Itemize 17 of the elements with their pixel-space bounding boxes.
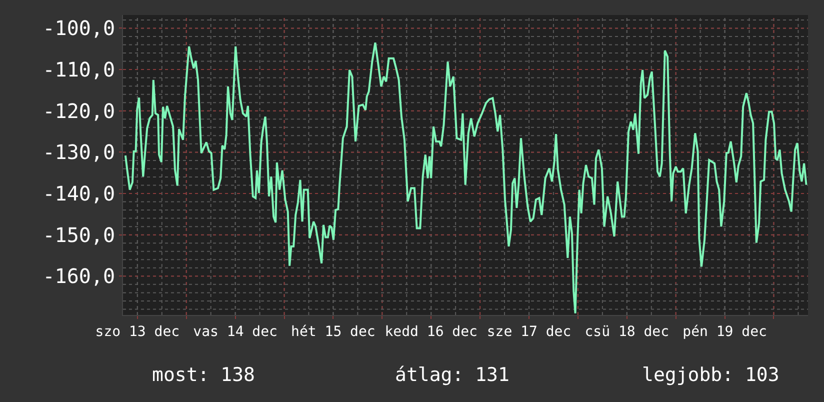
x-tick-label: vas 14 dec: [193, 324, 278, 340]
x-tick-label: kedd 16 dec: [384, 324, 478, 340]
x-tick-label: hét 15 dec: [291, 324, 376, 340]
x-tick-label: csü 18 dec: [584, 324, 670, 340]
y-tick-label: -140,0: [42, 182, 115, 206]
y-tick-label: -130,0: [42, 140, 115, 164]
text: most: 138: [152, 364, 255, 386]
y-tick-label: -120,0: [42, 98, 115, 123]
x-tick-label: sze 17 dec: [486, 324, 572, 340]
x-tick-label: pén 19 dec: [682, 324, 767, 340]
text: legjobb: 103: [642, 364, 780, 386]
x-tick-label: szo 13 dec: [95, 324, 180, 340]
y-tick-label: -160,0: [42, 264, 115, 288]
y-tick-label: -110,0: [42, 58, 115, 82]
y-tick-label: -150,0: [42, 222, 115, 247]
y-tick-label: -100,0: [42, 16, 115, 40]
text: átlag: 131: [395, 364, 510, 386]
